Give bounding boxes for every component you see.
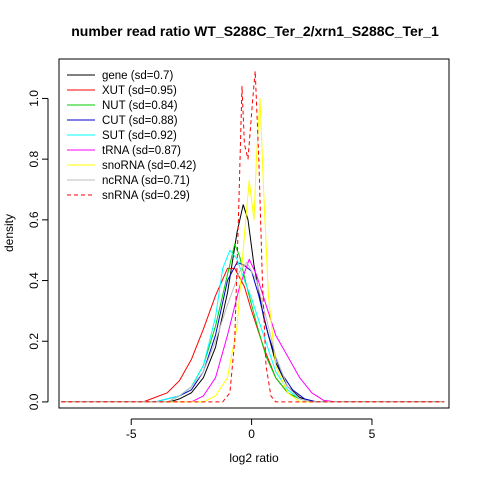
y-axis: 0.0 0.2 0.4 0.6 0.8 1.0 (27, 90, 49, 410)
x-axis-label: log2 ratio (229, 451, 279, 465)
legend: gene (sd=0.7) XUT (sd=0.95) NUT (sd=0.84) C… (67, 70, 196, 202)
y-tick-label: 0.8 (27, 150, 41, 167)
legend-label: snRNA (sd=0.29) (102, 190, 190, 202)
series-line-6 (61, 98, 445, 403)
y-tick-label: 0.0 (27, 393, 41, 410)
legend-label: tRNA (sd=0.87) (102, 145, 181, 157)
x-tick-label: 0 (248, 427, 255, 441)
y-tick-label: 0.4 (27, 272, 41, 289)
legend-label: SUT (sd=0.92) (102, 130, 177, 142)
legend-label: XUT (sd=0.95) (102, 85, 177, 97)
chart-title: number read ratio WT_S288C_Ter_2/xrn1_S2… (71, 23, 439, 39)
y-tick-label: 0.6 (27, 211, 41, 228)
plot-frame (58, 58, 450, 409)
series-line-8 (61, 70, 445, 403)
x-tick-label: 5 (369, 427, 376, 441)
series-lines (61, 70, 445, 403)
series-line-5 (61, 258, 445, 403)
y-tick-label: 0.2 (27, 333, 41, 350)
legend-label: gene (sd=0.7) (102, 70, 173, 82)
legend-label: snoRNA (sd=0.42) (102, 160, 196, 172)
x-axis: -5 0 5 (126, 418, 376, 441)
x-tick-label: -5 (126, 427, 137, 441)
series-line-7 (61, 261, 445, 403)
y-axis-label: density (2, 214, 16, 252)
legend-label: CUT (sd=0.88) (102, 115, 178, 127)
y-tick-label: 1.0 (27, 90, 41, 107)
legend-label: NUT (sd=0.84) (102, 100, 178, 112)
legend-label: ncRNA (sd=0.71) (102, 175, 190, 187)
series-line-1 (61, 267, 445, 403)
series-line-3 (61, 261, 445, 403)
